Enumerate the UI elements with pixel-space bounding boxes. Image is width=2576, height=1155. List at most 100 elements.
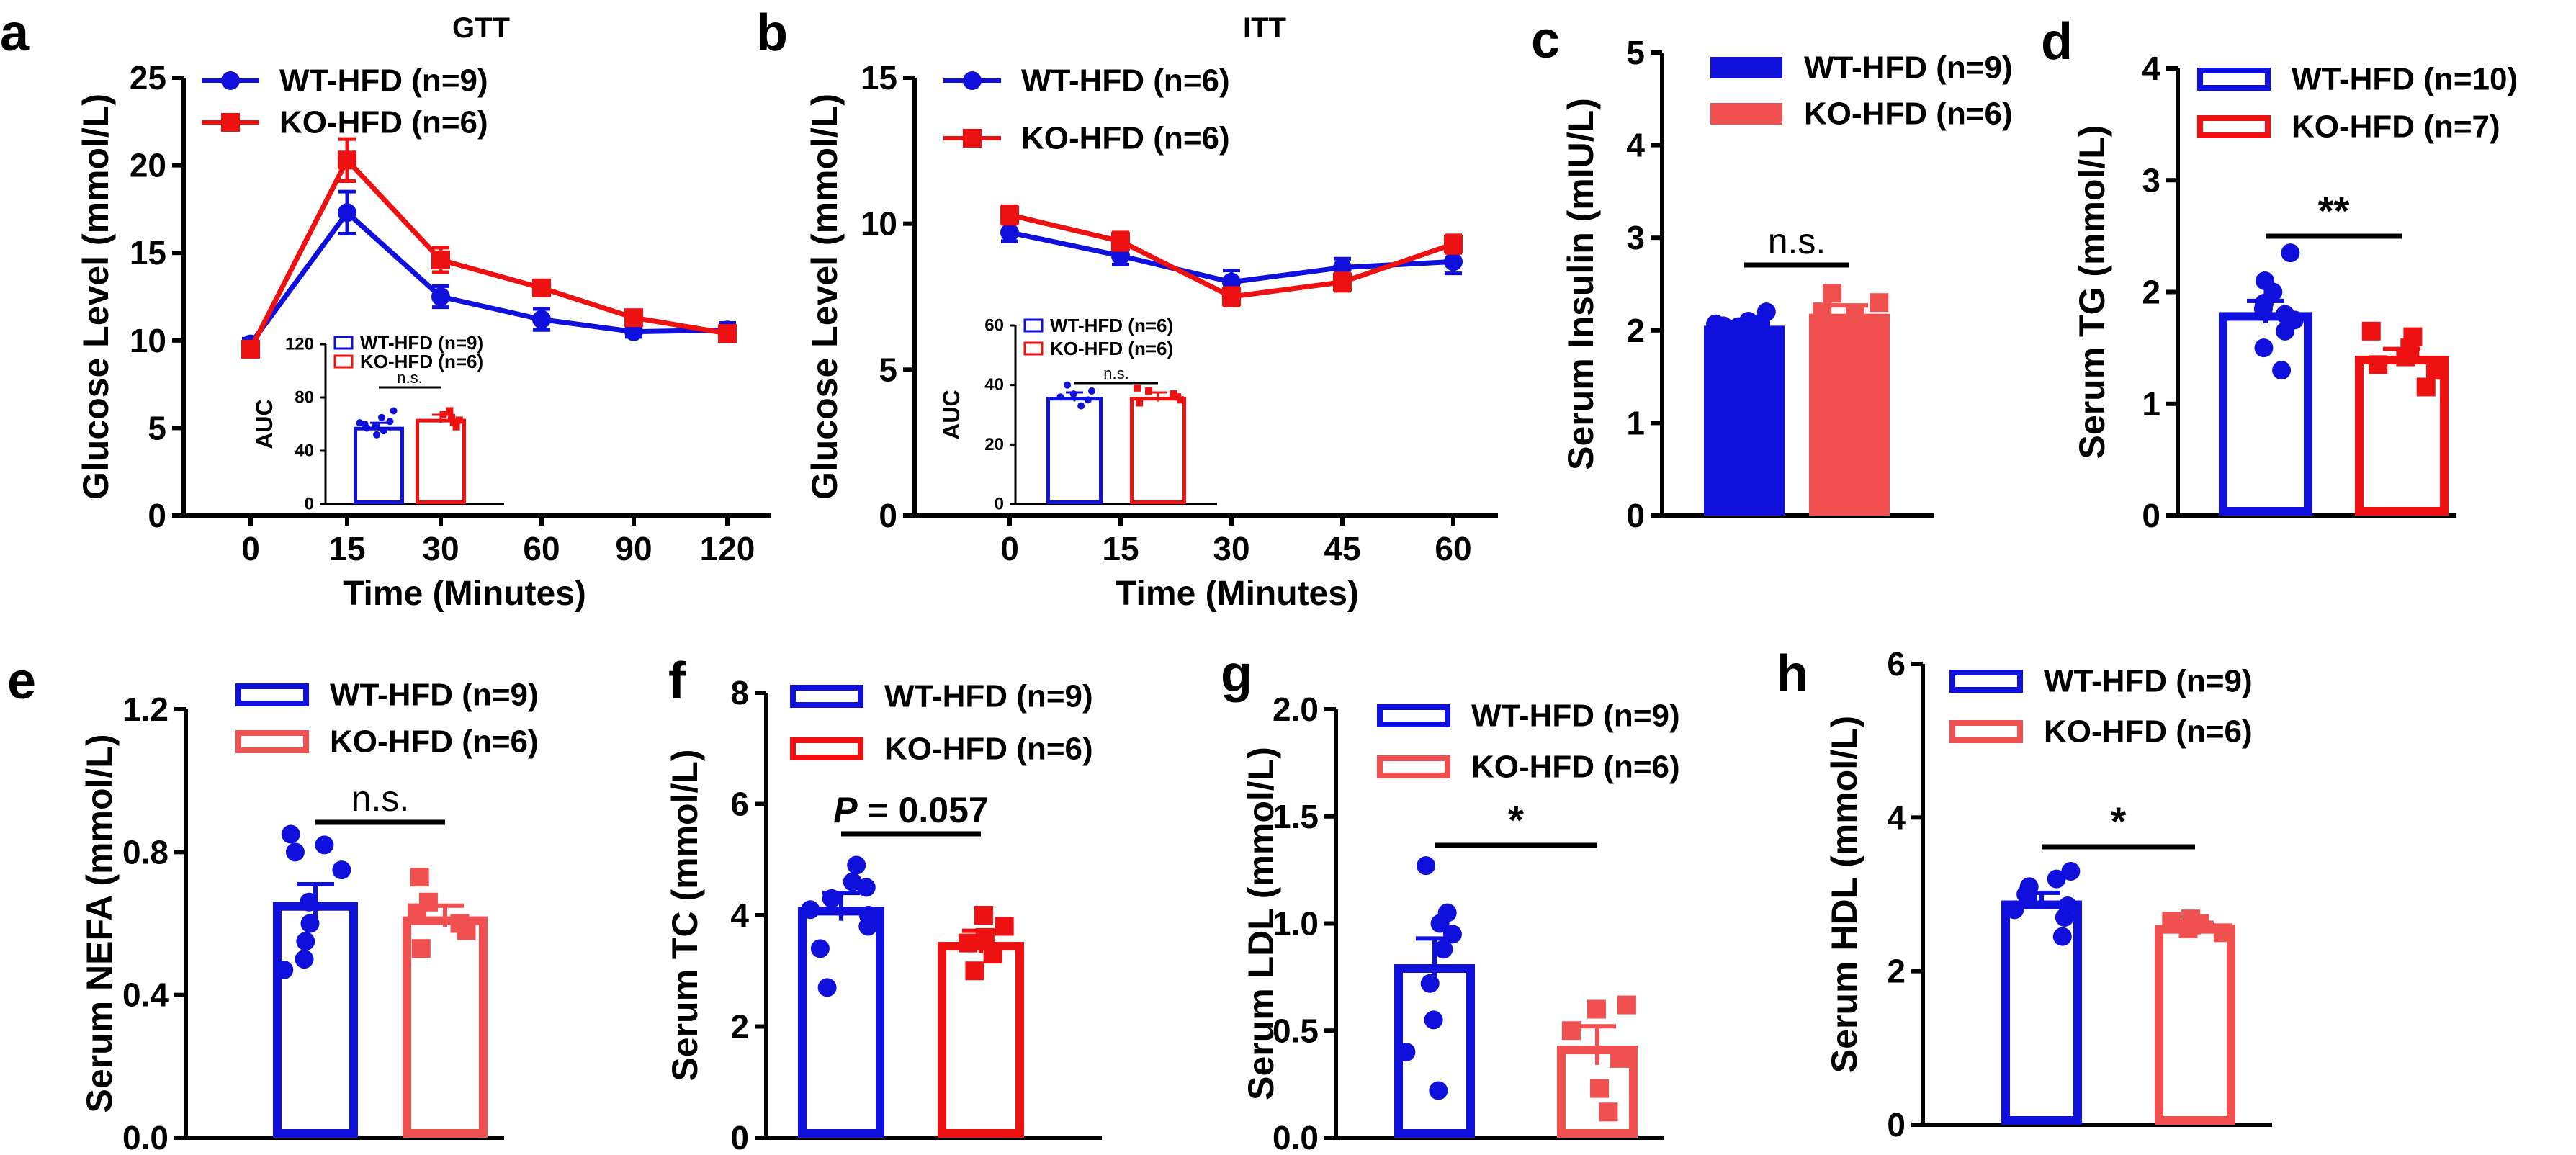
legend-marker <box>221 113 240 132</box>
data-point <box>858 906 878 925</box>
series-line <box>248 210 728 346</box>
data-point <box>1823 284 1842 303</box>
significance-label: * <box>2111 799 2127 844</box>
data-point <box>718 324 737 343</box>
inset-data-point <box>1145 387 1153 395</box>
legend-swatch <box>235 730 309 753</box>
data-point <box>2281 243 2300 263</box>
y-axis-title: Serum NEFA (mmol/L) <box>79 734 120 1113</box>
y-tick-label: 2 <box>2142 274 2160 311</box>
legend-swatch <box>1710 57 1782 78</box>
data-point <box>624 308 643 328</box>
data-point <box>300 914 320 933</box>
y-tick-label: 0 <box>305 495 314 514</box>
data-point <box>338 203 356 223</box>
data-point <box>431 287 450 306</box>
data-point <box>281 824 300 844</box>
data-point <box>1000 205 1019 225</box>
legend-label: KO-HFD (n=6) <box>1050 338 1173 359</box>
inset-chart: AUC 0 20 40 60 WT-HFD (n=6)KO-HFD (n=6) n.s. <box>938 315 1217 514</box>
data-point <box>959 933 978 953</box>
panel-letter-b: b <box>756 4 788 62</box>
inset-data-point <box>1084 396 1092 404</box>
data-point <box>1561 1021 1581 1041</box>
chart-panel-g: Serum LDL (mmol/L) 0.0 0.5 1.0 1.5 2.0 WT-HFD … <box>1241 691 1680 1155</box>
inset-y-axis-title: AUC <box>938 390 964 439</box>
data-point <box>2047 869 2066 889</box>
data-point <box>1617 995 1636 1015</box>
legend-label: WT-HFD (n=6) <box>1050 315 1173 336</box>
legend-swatch <box>235 683 309 706</box>
inset-data-point <box>380 427 387 435</box>
legend-swatch <box>1023 318 1044 333</box>
data-point <box>2276 305 2295 324</box>
data-point <box>1813 302 1832 322</box>
legend-swatch <box>790 685 863 708</box>
data-point <box>1599 1102 1618 1122</box>
legend-label: KO-HFD (n=6) <box>279 105 488 140</box>
y-tick-label: 8 <box>730 674 749 711</box>
x-tick-label: 30 <box>422 530 459 567</box>
legend-label: KO-HFD (n=6) <box>1804 96 2013 132</box>
data-point <box>241 339 260 359</box>
significance-label: n.s. <box>351 778 410 819</box>
legend-swatch <box>790 737 863 760</box>
y-tick-label: 3 <box>2142 161 2160 199</box>
legend-swatch <box>1023 341 1044 356</box>
inset-data-point <box>390 407 398 415</box>
legend-label: WT-HFD (n=10) <box>2292 62 2518 97</box>
data-point <box>1756 302 1776 322</box>
y-tick-label: 5 <box>879 351 897 388</box>
y-tick-label: 20 <box>130 147 166 184</box>
legend-label: KO-HFD (n=6) <box>2044 714 2253 750</box>
y-tick-label: 20 <box>984 435 1004 454</box>
inset-data-point <box>1174 393 1182 401</box>
data-point <box>847 855 866 875</box>
x-tick-label: 90 <box>615 530 652 567</box>
y-tick-label: 0 <box>995 495 1004 514</box>
y-tick-label: 0 <box>1887 1106 1906 1143</box>
x-tick-label: 60 <box>523 530 560 567</box>
inset-data-point <box>452 423 460 431</box>
inset-bar <box>354 426 404 505</box>
data-point <box>296 932 315 951</box>
chart-panel-f: Serum TC (mmol/L) 0 2 4 6 8 WT-HFD (n=9) KO-HFD… <box>665 674 1102 1155</box>
y-tick-label: 0.0 <box>1273 1119 1319 1155</box>
panel-letter-f: f <box>668 652 686 710</box>
y-axis-title: Glucose Level (mmol/L) <box>804 94 845 500</box>
bar <box>273 902 358 1138</box>
y-tick-label: 0.8 <box>122 833 169 871</box>
x-tick-label: 0 <box>241 530 260 567</box>
x-tick-label: 45 <box>1324 530 1360 567</box>
inset-data-point <box>356 419 364 427</box>
data-point <box>1396 1043 1416 1061</box>
y-tick-label: 6 <box>1887 645 1906 683</box>
data-point <box>2256 271 2275 290</box>
inset-data-point <box>1134 384 1141 392</box>
data-point <box>822 889 841 908</box>
data-point <box>1434 940 1453 959</box>
inset-data-point <box>1069 390 1077 398</box>
inset-bar <box>1130 397 1186 505</box>
chart-panel-h: Serum HDL (mmol/L) 0 2 4 6 WT-HFD (n=9) KO-HFD… <box>1824 645 2272 1143</box>
chart-title: ITT <box>1243 12 1286 44</box>
data-point <box>1444 235 1463 254</box>
data-point <box>1706 314 1725 333</box>
y-tick-label: 15 <box>130 234 166 271</box>
legend-swatch <box>2197 115 2271 138</box>
data-point <box>1844 325 1863 345</box>
inset-data-point <box>1064 381 1072 389</box>
x-axis-title: Time (Minutes) <box>1116 575 1359 613</box>
y-axis-title: Glucose Level (mmol/L) <box>76 94 116 500</box>
data-point <box>532 310 551 329</box>
y-tick-label: 0 <box>879 497 897 534</box>
data-point <box>975 927 995 947</box>
y-tick-label: 4 <box>1887 799 1906 836</box>
inset-significance-label: n.s. <box>397 369 422 387</box>
y-tick-label: 0.0 <box>122 1119 169 1155</box>
data-point <box>1424 1010 1443 1030</box>
data-point <box>2425 361 2445 380</box>
inset-bar <box>416 418 466 504</box>
y-axis-title: Serum HDL (mmol/L) <box>1824 716 1864 1073</box>
chart-panel-b: ITT Glucose Level (mmol/L) 0 5 10 15 0 15 30 45 60… <box>804 12 1498 613</box>
